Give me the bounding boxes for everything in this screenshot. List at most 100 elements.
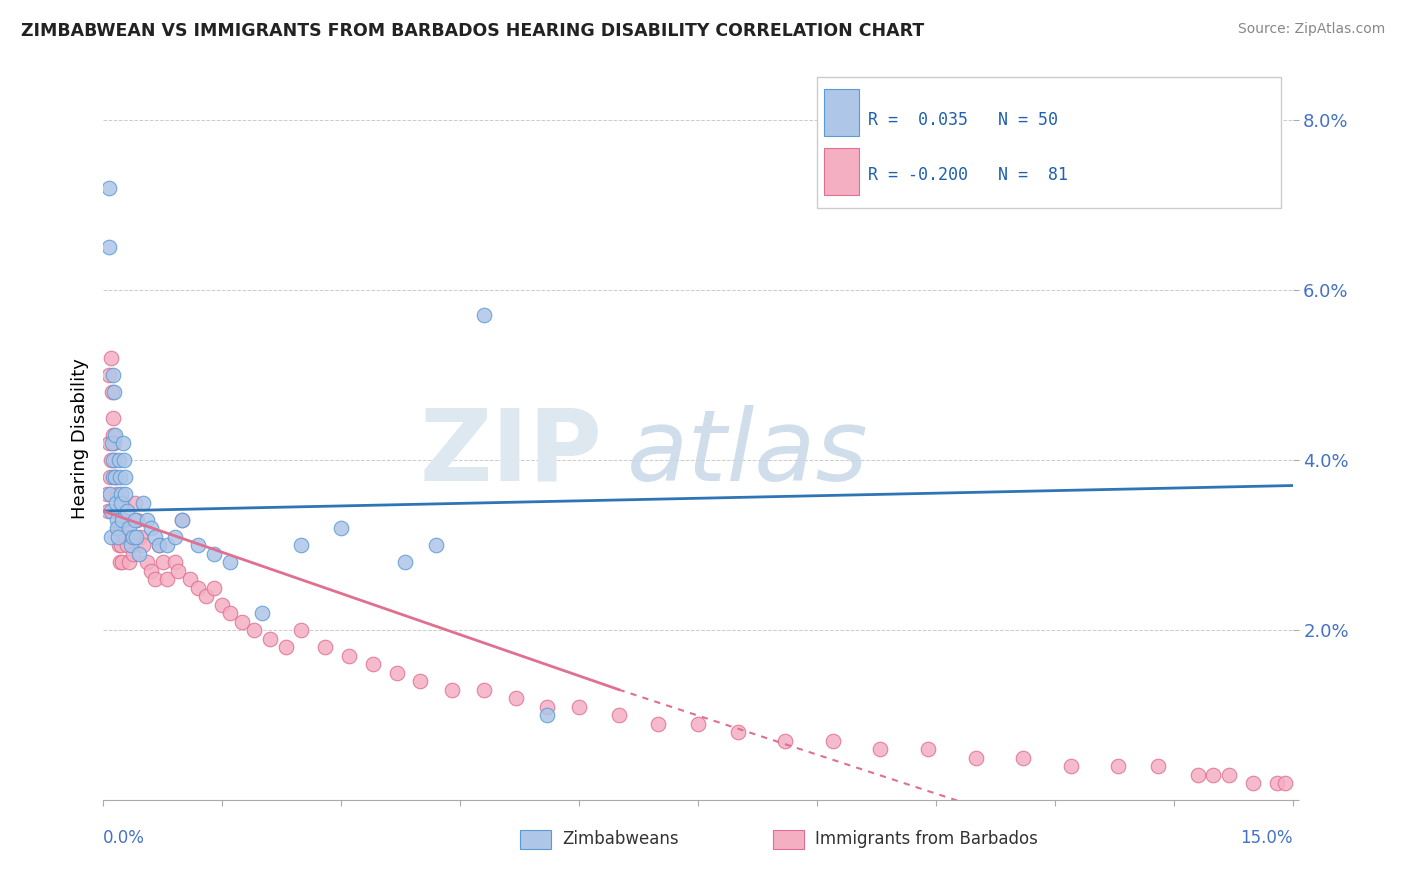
Text: Immigrants from Barbados: Immigrants from Barbados — [815, 830, 1039, 848]
Point — [274, 640, 297, 654]
Point — [98, 181, 121, 195]
Point — [110, 495, 132, 509]
Point — [97, 504, 120, 518]
Point — [112, 512, 135, 526]
Point — [117, 521, 139, 535]
Point — [505, 691, 527, 706]
Point — [152, 555, 174, 569]
Point — [172, 512, 194, 526]
Point — [108, 555, 131, 569]
Point — [250, 606, 273, 620]
Point — [101, 436, 124, 450]
Point — [172, 512, 194, 526]
Point — [135, 555, 157, 569]
Point — [290, 538, 312, 552]
Point — [104, 427, 127, 442]
Point — [127, 512, 149, 526]
Point — [103, 427, 125, 442]
Point — [1274, 776, 1296, 790]
Point — [1202, 767, 1225, 781]
Point — [195, 589, 218, 603]
Point — [114, 470, 136, 484]
Point — [155, 538, 177, 552]
Point — [472, 309, 495, 323]
Point — [132, 538, 155, 552]
Point — [101, 470, 124, 484]
Point — [148, 538, 170, 552]
Point — [98, 240, 121, 254]
Point — [117, 555, 139, 569]
Point — [472, 682, 495, 697]
Text: 15.0%: 15.0% — [1240, 829, 1292, 847]
Point — [143, 529, 166, 543]
Point — [114, 487, 136, 501]
Point — [441, 682, 464, 697]
Point — [647, 716, 669, 731]
Point — [568, 699, 591, 714]
Point — [128, 547, 150, 561]
Point — [110, 521, 132, 535]
Point — [219, 555, 242, 569]
Point — [115, 504, 138, 518]
Point — [167, 564, 190, 578]
Point — [607, 708, 630, 723]
Point — [105, 487, 128, 501]
Point — [917, 742, 939, 756]
Point — [132, 495, 155, 509]
Point — [219, 606, 242, 620]
Point — [101, 410, 124, 425]
Point — [773, 733, 796, 747]
Point — [111, 512, 134, 526]
Point — [290, 623, 312, 637]
Point — [104, 495, 127, 509]
Point — [110, 487, 132, 501]
Point — [965, 750, 987, 764]
Point — [97, 368, 120, 382]
Point — [1060, 759, 1083, 773]
Point — [107, 504, 129, 518]
Point — [1187, 767, 1209, 781]
Point — [111, 436, 134, 450]
Point — [125, 529, 148, 543]
Text: atlas: atlas — [627, 405, 868, 501]
Point — [314, 640, 336, 654]
Point — [108, 538, 131, 552]
Point — [243, 623, 266, 637]
Text: ZIP: ZIP — [420, 405, 603, 501]
Point — [1218, 767, 1240, 781]
Point — [120, 529, 142, 543]
Point — [202, 547, 225, 561]
Point — [101, 384, 124, 399]
Text: ZIMBABWEAN VS IMMIGRANTS FROM BARBADOS HEARING DISABILITY CORRELATION CHART: ZIMBABWEAN VS IMMIGRANTS FROM BARBADOS H… — [21, 22, 924, 40]
Point — [139, 521, 162, 535]
Point — [100, 453, 122, 467]
Point — [101, 453, 124, 467]
Point — [122, 547, 145, 561]
Point — [536, 708, 558, 723]
Point — [105, 512, 128, 526]
Point — [96, 487, 118, 501]
Point — [337, 648, 360, 663]
Point — [120, 538, 142, 552]
Point — [187, 538, 209, 552]
Point — [98, 487, 121, 501]
Point — [107, 521, 129, 535]
Point — [259, 632, 281, 646]
Point — [124, 495, 146, 509]
Point — [110, 538, 132, 552]
Point — [103, 384, 125, 399]
Point — [179, 572, 201, 586]
Point — [122, 529, 145, 543]
Point — [107, 521, 129, 535]
Point — [330, 521, 353, 535]
Point — [104, 470, 127, 484]
Point — [124, 512, 146, 526]
Point — [361, 657, 384, 671]
Text: Source: ZipAtlas.com: Source: ZipAtlas.com — [1237, 22, 1385, 37]
Point — [202, 581, 225, 595]
Point — [409, 674, 432, 689]
Point — [1147, 759, 1170, 773]
Point — [187, 581, 209, 595]
Point — [111, 495, 134, 509]
Point — [1012, 750, 1035, 764]
